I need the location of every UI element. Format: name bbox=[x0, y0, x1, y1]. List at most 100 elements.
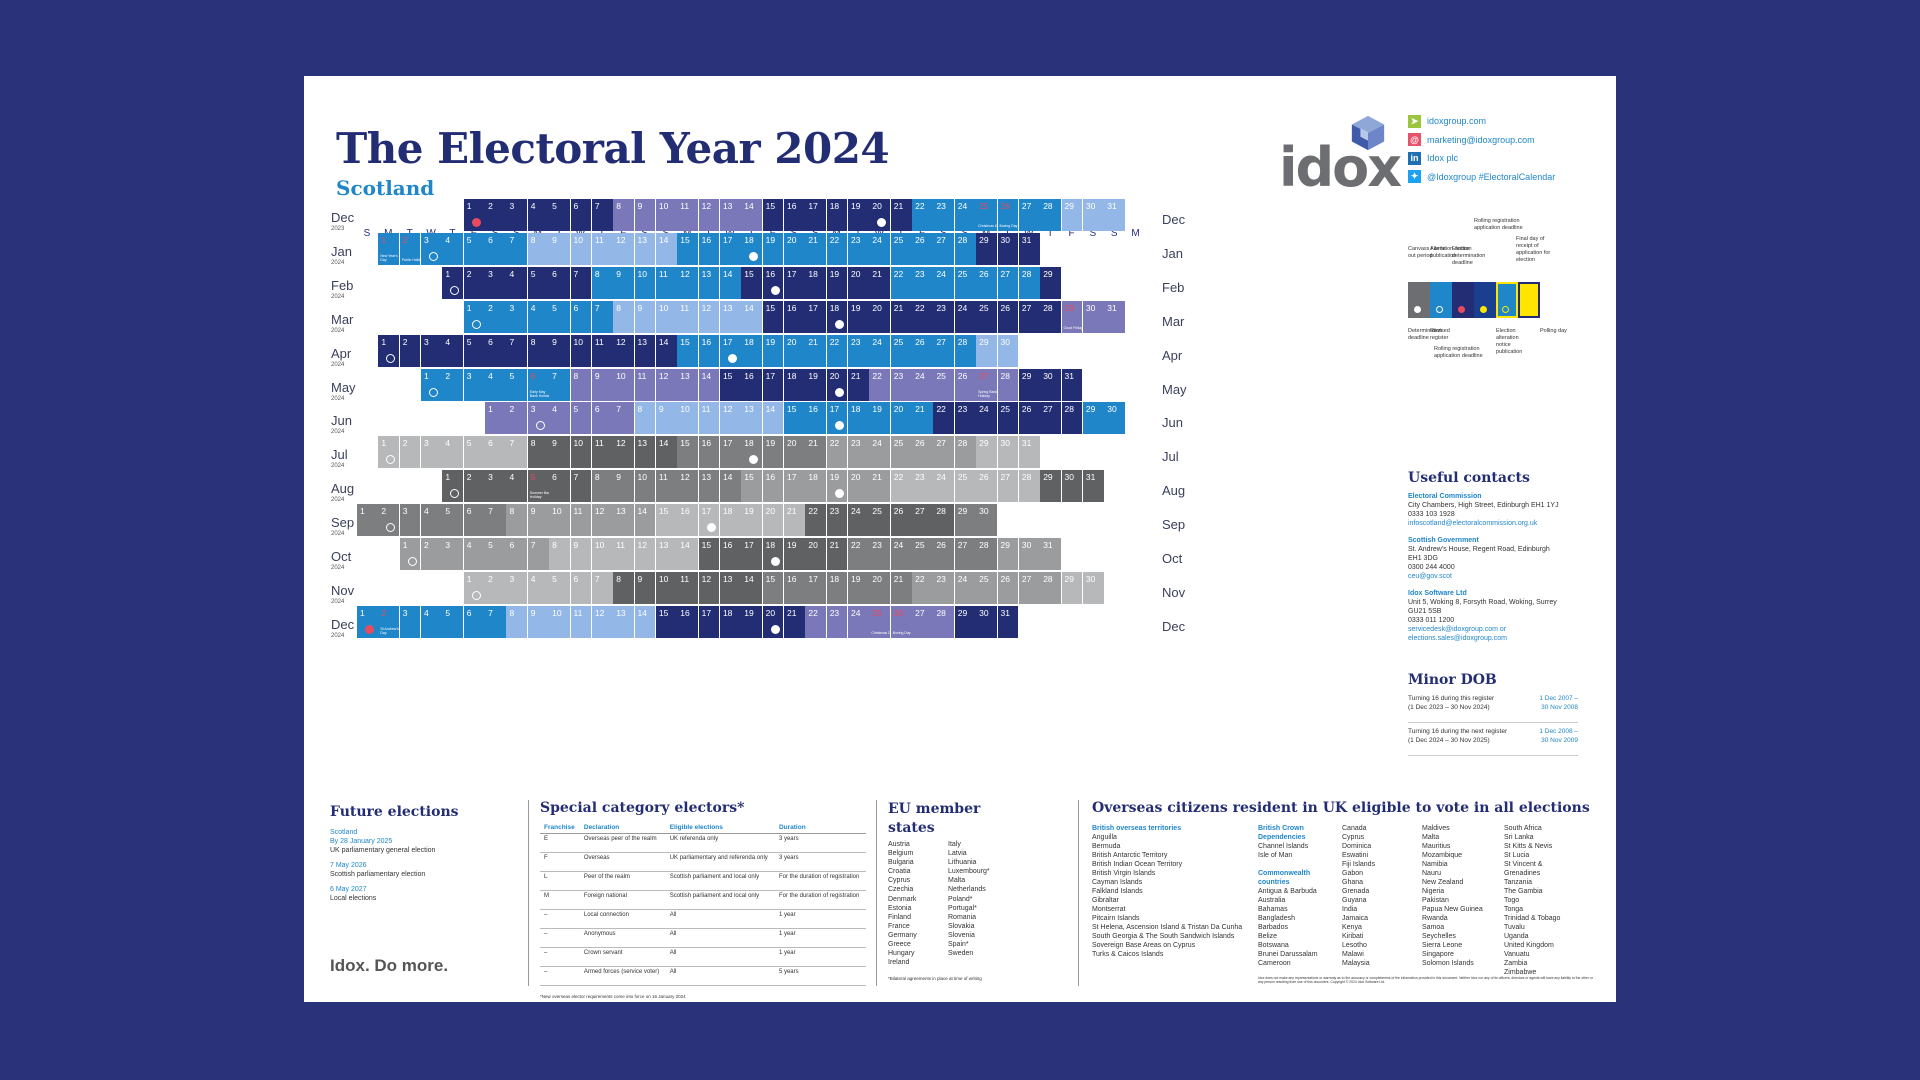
table-cell: All bbox=[665, 909, 775, 929]
legend-label-top: Alteration notice publication bbox=[1430, 246, 1470, 259]
day-number: 24 bbox=[979, 404, 989, 415]
eu-country: Poland* bbox=[948, 895, 973, 903]
day-number: 7 bbox=[552, 370, 557, 381]
day-number: 22 bbox=[829, 438, 840, 449]
day-number: 14 bbox=[744, 201, 754, 211]
day-number: 7 bbox=[509, 234, 515, 245]
revised-register-icon bbox=[749, 251, 759, 261]
day-number: 10 bbox=[637, 268, 648, 279]
day-number: 17 bbox=[787, 472, 797, 483]
territory: British Indian Ocean Territory bbox=[1092, 861, 1183, 868]
table-cell: For the duration of registration bbox=[774, 871, 866, 891]
day-number: 8 bbox=[509, 607, 515, 618]
day-number: 21 bbox=[872, 268, 882, 279]
day-cell: 21 bbox=[784, 605, 805, 638]
contact-email[interactable]: servicedesk@idoxgroup.com or bbox=[1408, 626, 1507, 633]
day-cell: 16 bbox=[784, 571, 805, 604]
day-cell: 18 bbox=[805, 470, 827, 503]
day-cell: 13 bbox=[719, 571, 741, 604]
day-number: 26 bbox=[1000, 302, 1010, 313]
day-number: 29 bbox=[1021, 370, 1032, 381]
day-number: 6 bbox=[530, 370, 536, 381]
day-cell: 7 bbox=[591, 300, 613, 333]
day-number: 15 bbox=[765, 573, 776, 584]
day-number: 26 bbox=[1000, 573, 1010, 584]
day-cell: 1 bbox=[463, 199, 485, 231]
future-election: Scotland By 28 January 2025 UK parliamenta… bbox=[330, 828, 530, 855]
day-number: 9 bbox=[637, 302, 643, 313]
day-cell: 19 bbox=[762, 436, 784, 469]
day-number: 28 bbox=[979, 540, 989, 550]
contact-link[interactable]: in Idox plc bbox=[1408, 149, 1555, 168]
day-cell: 8 bbox=[634, 402, 656, 435]
contact-block: Scottish Government St. Andrew's House, R… bbox=[1408, 536, 1578, 581]
day-number: 26 bbox=[1021, 404, 1032, 415]
day-number: 14 bbox=[765, 404, 776, 415]
contact-line: 0300 244 4000 bbox=[1408, 564, 1455, 571]
day-number: 11 bbox=[680, 201, 690, 211]
day-cell: 30 bbox=[997, 232, 1019, 265]
contact-link[interactable]: ➤ idoxgroup.com bbox=[1408, 112, 1555, 131]
month-label-left: Dec 2023 bbox=[331, 210, 391, 232]
day-number: 27 bbox=[1021, 302, 1032, 313]
day-cell: 29 bbox=[954, 605, 976, 638]
day-number: 31 bbox=[1021, 438, 1032, 449]
day-cell: 30 bbox=[1104, 402, 1126, 435]
day-number: 25 bbox=[979, 302, 989, 313]
table-header: Duration bbox=[774, 822, 866, 834]
day-cell: 1 bbox=[378, 436, 400, 469]
commonwealth-country: India bbox=[1342, 906, 1358, 913]
day-cell: 15 bbox=[762, 300, 784, 333]
day-number: 25 bbox=[893, 438, 904, 449]
day-cell: 20 bbox=[826, 368, 848, 401]
legend-swatch bbox=[1474, 282, 1496, 318]
day-number: 18 bbox=[765, 540, 776, 550]
divider bbox=[876, 800, 877, 986]
commonwealth-country: Zimbabwe bbox=[1504, 969, 1537, 976]
day-cell: 18 bbox=[762, 538, 784, 570]
day-cell: 31 bbox=[1040, 538, 1061, 570]
holiday-label: Summer Bank Holiday bbox=[529, 491, 552, 500]
day-number: 19 bbox=[829, 472, 840, 483]
day-number: 22 bbox=[893, 472, 904, 483]
contact-block: Electoral Commission City Chambers, High … bbox=[1408, 492, 1578, 528]
commonwealth-country: Seychelles bbox=[1422, 933, 1456, 940]
day-cell: 31 bbox=[1018, 436, 1040, 469]
table-cell: 1 year bbox=[774, 909, 866, 929]
day-number: 27 bbox=[915, 506, 925, 517]
day-cell: 5 bbox=[506, 368, 528, 401]
day-number: 22 bbox=[829, 336, 840, 347]
commonwealth-country: Belize bbox=[1258, 933, 1278, 940]
day-cell: 16 bbox=[762, 470, 784, 503]
contact-email[interactable]: ceu@gov.scot bbox=[1408, 573, 1452, 580]
contact-email[interactable]: elections.sales@idoxgroup.com bbox=[1408, 635, 1507, 642]
day-cell: 7 bbox=[549, 368, 570, 401]
day-cell: 23 bbox=[933, 571, 955, 604]
holiday-label: Boxing Day bbox=[999, 224, 1018, 228]
contact-email[interactable]: infoscotland@electoralcommission.org.uk bbox=[1408, 520, 1538, 527]
day-cell: 22 bbox=[890, 266, 912, 299]
table-cell: All bbox=[665, 928, 775, 948]
table-cell: M bbox=[540, 890, 580, 910]
day-cell: 6 bbox=[570, 300, 592, 333]
month-year: 2024 bbox=[331, 361, 345, 368]
day-cell: 4 bbox=[463, 538, 485, 570]
table-row: E Overseas peer of the realm UK referenda … bbox=[540, 833, 866, 853]
table-cell: Peer of the realm bbox=[579, 871, 666, 891]
month-name: Mar bbox=[331, 311, 354, 327]
contact-link[interactable]: @ marketing@idoxgroup.com bbox=[1408, 131, 1555, 150]
dob-value: 1 Dec 2007 – bbox=[1539, 695, 1578, 702]
day-cell: 12 bbox=[613, 334, 634, 367]
day-number: 11 bbox=[594, 234, 604, 245]
determination-deadline-icon bbox=[386, 353, 396, 363]
day-number: 14 bbox=[744, 302, 754, 313]
special-footnote: *New overseas elector requirements come … bbox=[540, 994, 686, 999]
contact-link[interactable]: ✦ @Idoxgroup #ElectoralCalendar bbox=[1408, 168, 1555, 187]
day-cell: 7 bbox=[591, 571, 613, 604]
day-cell: 6 bbox=[506, 538, 528, 570]
day-number: 23 bbox=[851, 234, 861, 245]
day-number: 10 bbox=[552, 506, 562, 517]
day-cell: 16 bbox=[677, 504, 699, 537]
contact-link-text: marketing@idoxgroup.com bbox=[1427, 134, 1535, 145]
month-year: 2024 bbox=[331, 598, 345, 605]
